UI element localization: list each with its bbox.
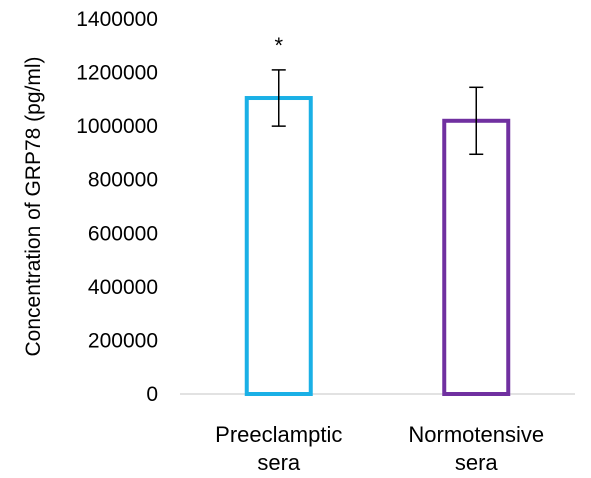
x-category-label: sera (257, 450, 301, 475)
y-tick-label: 1200000 (76, 62, 158, 85)
x-category-label: sera (455, 450, 499, 475)
bar (442, 118, 511, 397)
x-category-label: Normotensive (408, 422, 544, 447)
y-axis-label: Concentration of GRP78 (pg/ml) (22, 57, 45, 357)
y-tick-label: 400000 (88, 276, 158, 299)
y-tick-label: 600000 (88, 222, 158, 245)
y-tick-label: 200000 (88, 329, 158, 352)
y-tick-label: 0 (146, 383, 158, 406)
y-tick-label: 1400000 (76, 8, 158, 31)
y-tick-label: 800000 (88, 169, 158, 192)
annotations: * (274, 33, 283, 58)
bar (244, 96, 313, 397)
y-axis-ticks: 0 200000 400000 600000 800000 1000000 1200000 1… (76, 8, 158, 406)
x-axis-categories: Preeclamptic sera Normotensive sera (215, 422, 544, 475)
significance-asterisk: * (274, 33, 283, 58)
x-category-label: Preeclamptic (215, 422, 342, 447)
bars (244, 96, 511, 397)
error-bars (271, 69, 484, 156)
y-tick-label: 1000000 (76, 115, 158, 138)
